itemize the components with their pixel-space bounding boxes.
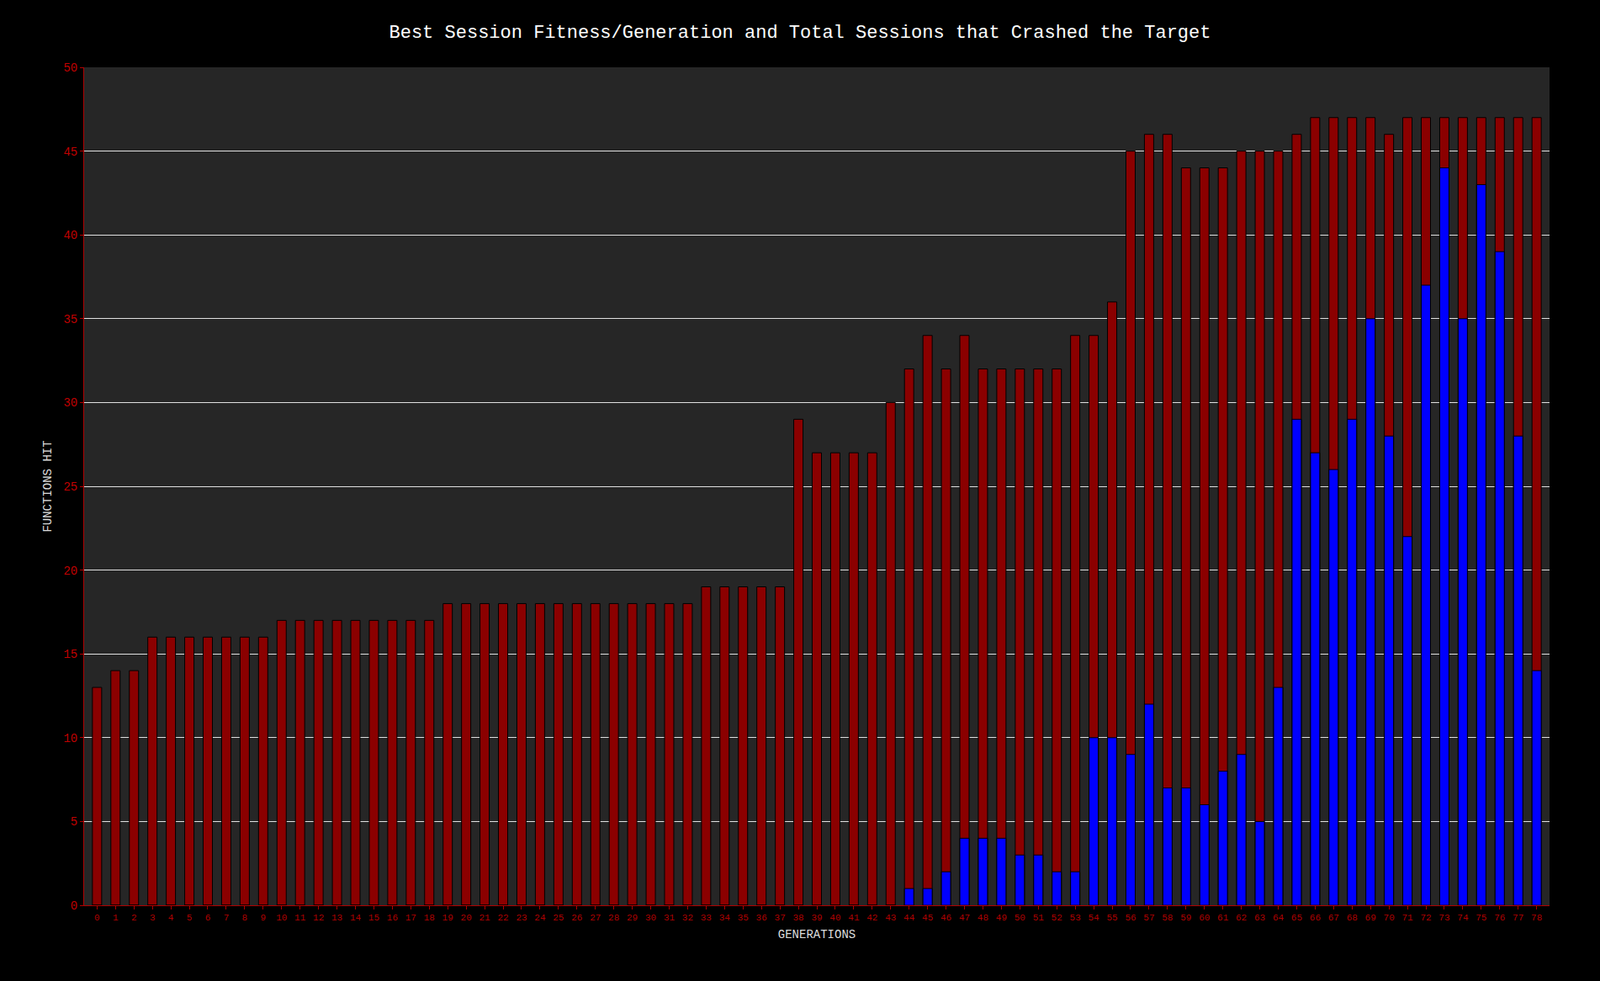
svg-text:29: 29 [626, 912, 638, 923]
svg-text:31: 31 [663, 912, 676, 923]
svg-text:35: 35 [737, 912, 749, 923]
svg-text:33: 33 [700, 912, 712, 923]
svg-text:10: 10 [63, 731, 78, 746]
svg-text:30: 30 [63, 396, 78, 410]
svg-text:25: 25 [552, 912, 564, 923]
svg-text:61: 61 [1217, 912, 1230, 923]
svg-text:10: 10 [275, 912, 287, 923]
svg-text:77: 77 [1512, 912, 1524, 923]
svg-text:12: 12 [312, 912, 324, 923]
svg-text:53: 53 [1070, 912, 1081, 923]
svg-text:65: 65 [1291, 912, 1303, 923]
svg-text:46: 46 [940, 912, 952, 923]
svg-text:8: 8 [242, 912, 249, 923]
svg-text:25: 25 [63, 480, 78, 494]
svg-text:42: 42 [866, 912, 878, 923]
svg-text:21: 21 [478, 912, 491, 923]
svg-text:57: 57 [1143, 912, 1155, 923]
svg-text:20: 20 [63, 564, 78, 578]
svg-text:32: 32 [682, 912, 694, 923]
svg-text:20: 20 [460, 912, 472, 923]
svg-text:72: 72 [1419, 912, 1431, 923]
svg-text:2: 2 [131, 912, 138, 923]
svg-text:38: 38 [792, 912, 804, 923]
svg-text:66: 66 [1309, 912, 1321, 923]
svg-text:28: 28 [608, 912, 620, 923]
svg-text:50: 50 [63, 61, 78, 75]
svg-text:43: 43 [884, 912, 896, 923]
svg-text:74: 74 [1456, 912, 1469, 923]
svg-text:40: 40 [63, 228, 78, 243]
svg-text:5: 5 [186, 912, 193, 923]
svg-text:11: 11 [294, 912, 307, 923]
svg-text:0: 0 [70, 899, 78, 913]
svg-text:19: 19 [442, 912, 454, 923]
svg-text:39: 39 [810, 912, 822, 923]
svg-text:44: 44 [903, 912, 916, 923]
svg-text:16: 16 [386, 912, 398, 923]
svg-text:36: 36 [756, 912, 768, 923]
svg-text:63: 63 [1254, 912, 1266, 923]
svg-text:GENERATIONS: GENERATIONS [778, 927, 856, 942]
svg-text:0: 0 [94, 912, 101, 923]
svg-text:40: 40 [829, 912, 841, 923]
svg-text:78: 78 [1531, 912, 1542, 923]
svg-text:55: 55 [1106, 912, 1118, 923]
svg-text:15: 15 [63, 647, 78, 662]
svg-text:59: 59 [1180, 912, 1192, 923]
svg-text:Best Session Fitness/Generatio: Best Session Fitness/Generation and Tota… [389, 22, 1212, 44]
svg-text:52: 52 [1051, 912, 1063, 923]
svg-text:49: 49 [996, 912, 1007, 923]
svg-text:58: 58 [1161, 912, 1173, 923]
svg-text:47: 47 [958, 912, 970, 923]
svg-text:48: 48 [977, 912, 989, 923]
svg-text:45: 45 [63, 145, 78, 159]
svg-text:54: 54 [1087, 912, 1100, 923]
svg-text:14: 14 [349, 912, 362, 923]
svg-text:FUNCTIONS HIT: FUNCTIONS HIT [41, 439, 55, 532]
svg-text:34: 34 [719, 912, 732, 923]
svg-text:62: 62 [1235, 912, 1247, 923]
svg-text:69: 69 [1365, 912, 1377, 923]
svg-text:30: 30 [645, 912, 657, 923]
svg-text:75: 75 [1475, 912, 1487, 923]
svg-text:76: 76 [1494, 912, 1505, 923]
svg-text:56: 56 [1124, 912, 1136, 923]
svg-text:27: 27 [589, 912, 601, 923]
svg-text:9: 9 [260, 912, 267, 923]
svg-text:51: 51 [1033, 912, 1045, 923]
svg-text:18: 18 [423, 912, 435, 923]
svg-text:1: 1 [112, 912, 119, 923]
svg-text:23: 23 [515, 912, 527, 923]
svg-text:41: 41 [847, 912, 860, 923]
svg-text:26: 26 [571, 912, 583, 923]
svg-text:17: 17 [405, 912, 417, 923]
svg-text:64: 64 [1272, 912, 1285, 923]
svg-text:22: 22 [497, 912, 509, 923]
svg-text:67: 67 [1328, 912, 1340, 923]
svg-text:73: 73 [1438, 912, 1450, 923]
svg-text:24: 24 [534, 912, 546, 923]
svg-text:5: 5 [70, 815, 78, 829]
svg-text:6: 6 [205, 912, 212, 923]
svg-text:50: 50 [1014, 912, 1026, 923]
svg-text:70: 70 [1383, 912, 1395, 923]
svg-text:37: 37 [774, 912, 786, 923]
svg-text:3: 3 [149, 912, 156, 923]
svg-text:7: 7 [223, 912, 230, 923]
svg-text:60: 60 [1198, 912, 1210, 923]
svg-text:45: 45 [921, 912, 933, 923]
svg-text:4: 4 [168, 912, 175, 923]
svg-text:68: 68 [1346, 912, 1358, 923]
svg-text:15: 15 [368, 912, 380, 923]
svg-text:71: 71 [1401, 912, 1414, 923]
svg-text:13: 13 [331, 912, 343, 923]
svg-text:35: 35 [63, 312, 78, 327]
